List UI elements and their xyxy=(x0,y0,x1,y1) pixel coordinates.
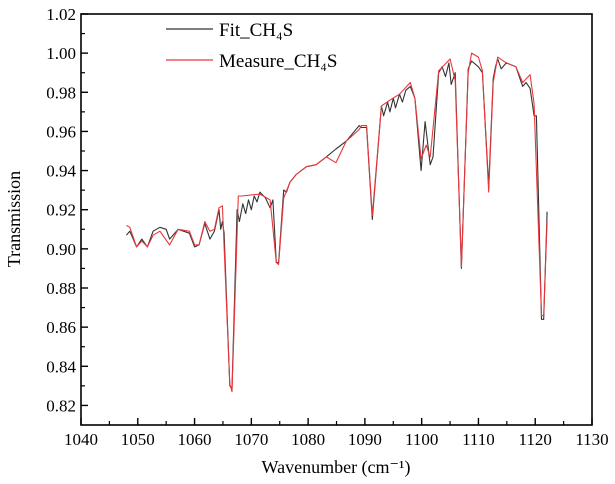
y-tick-label: 0.88 xyxy=(46,279,76,298)
y-tick-label: 0.98 xyxy=(46,83,76,102)
y-axis-title: Transmission xyxy=(4,171,24,267)
x-tick-label: 1050 xyxy=(121,430,155,449)
y-tick-label: 1.00 xyxy=(46,44,76,63)
y-tick-label: 0.92 xyxy=(46,201,76,220)
y-tick-label: 1.02 xyxy=(46,5,76,24)
y-tick-label: 0.90 xyxy=(46,240,76,259)
plot-frame xyxy=(80,13,593,426)
x-tick-label: 1090 xyxy=(348,430,382,449)
legend: Fit_CH₄S Measure_CH₄S xyxy=(166,20,338,72)
x-tick-label: 1080 xyxy=(291,430,325,449)
legend-label-measure: Measure_CH₄S xyxy=(219,51,338,72)
y-tick-label: 0.84 xyxy=(46,357,76,376)
legend-label-fit: Fit_CH₄S xyxy=(219,20,293,41)
x-tick-label: 1120 xyxy=(519,430,552,449)
x-axis-title: Wavenumber (cm⁻¹) xyxy=(262,457,411,478)
x-tick-label: 1110 xyxy=(462,430,495,449)
series-layer xyxy=(125,52,548,393)
x-tick-label: 1130 xyxy=(575,430,608,449)
y-tick-label: 0.86 xyxy=(46,318,76,337)
y-tick-label: 0.82 xyxy=(46,396,76,415)
x-tick-label: 1040 xyxy=(64,430,98,449)
y-tick-label: 0.94 xyxy=(46,162,76,181)
x-tick-label: 1100 xyxy=(405,430,438,449)
series-line-measure xyxy=(126,52,548,393)
y-tick-label: 0.96 xyxy=(46,122,76,141)
x-tick-label: 1070 xyxy=(234,430,268,449)
x-tick-label: 1060 xyxy=(178,430,212,449)
ticks-layer: 1040 1050 1060 1070 1080 1090 1100 1110 1120 1130… xyxy=(46,5,608,449)
